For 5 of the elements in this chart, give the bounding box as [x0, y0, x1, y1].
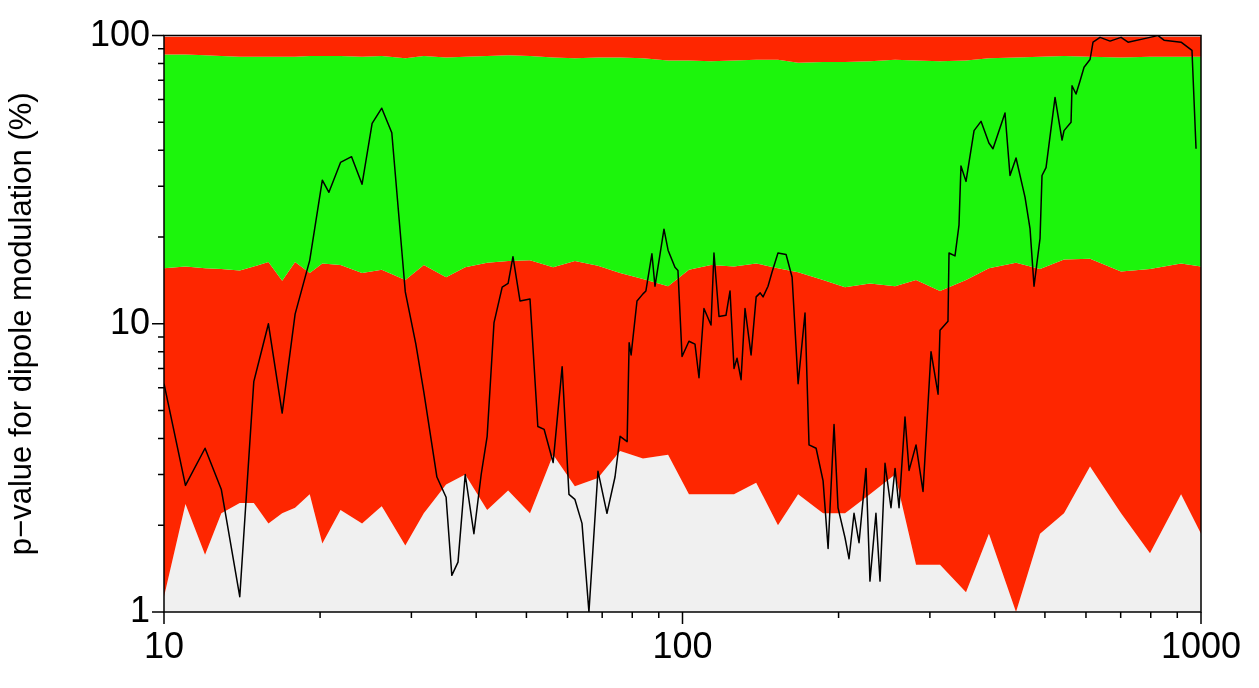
- y-axis-title: p−value for dipole modulation (%): [3, 92, 39, 556]
- y-tick-label: 100: [89, 12, 150, 54]
- y-tick-label: 10: [109, 300, 150, 342]
- x-tick-label: 100: [652, 624, 713, 666]
- x-tick-label: 1000: [1160, 624, 1242, 666]
